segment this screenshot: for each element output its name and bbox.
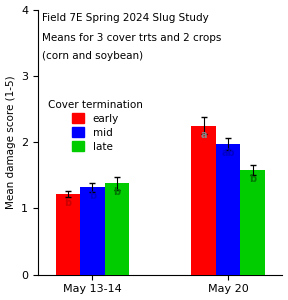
Text: b: b: [249, 174, 256, 184]
Bar: [80, 187, 105, 275]
Text: b: b: [64, 198, 71, 208]
Text: Field 7E Spring 2024 Slug Study: Field 7E Spring 2024 Slug Study: [42, 13, 209, 23]
Text: Means for 3 cover trts and 2 crops: Means for 3 cover trts and 2 crops: [42, 33, 221, 43]
Text: ab: ab: [221, 148, 235, 158]
Bar: [216, 144, 240, 275]
Bar: [56, 194, 80, 275]
Text: b: b: [113, 187, 120, 197]
Bar: [240, 170, 265, 275]
Bar: [105, 183, 129, 275]
Text: a: a: [200, 130, 207, 140]
Legend: early, mid, late: early, mid, late: [48, 100, 143, 152]
Text: (corn and soybean): (corn and soybean): [42, 51, 143, 61]
Y-axis label: Mean damage score (1-5): Mean damage score (1-5): [5, 75, 16, 209]
Bar: [192, 126, 216, 275]
Text: b: b: [89, 191, 96, 201]
